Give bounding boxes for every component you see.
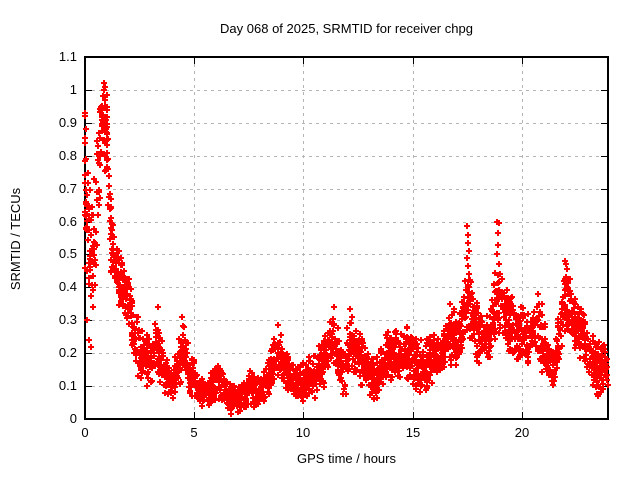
- y-tick-label: 0.2: [59, 345, 77, 360]
- x-tick-label: 20: [515, 425, 529, 440]
- y-tick-label: 0.9: [59, 115, 77, 130]
- x-tick-label: 15: [406, 425, 420, 440]
- y-tick-label: 0.3: [59, 312, 77, 327]
- x-axis-label: GPS time / hours: [297, 451, 396, 466]
- y-tick-label: 0.8: [59, 148, 77, 163]
- y-tick-label: 0.4: [59, 279, 77, 294]
- y-tick-label: 1: [70, 82, 77, 97]
- plot-title: Day 068 of 2025, SRMTID for receiver chp…: [220, 21, 473, 36]
- x-tick-label: 10: [296, 425, 310, 440]
- y-tick-label: 0.5: [59, 246, 77, 261]
- x-tick-label: 5: [190, 425, 197, 440]
- tick-labels: 0 5 10 15 20 0 0.1 0.2 0.3 0.4 0.5 0.6 0.7 0.8 0.9 1 1.1: [59, 49, 529, 440]
- plot-border: [84, 56, 609, 420]
- y-tick-label: 0.1: [59, 378, 77, 393]
- y-tick-label: 1.1: [59, 49, 77, 64]
- y-tick-label: 0.7: [59, 181, 77, 196]
- data-points: [82, 80, 611, 417]
- y-tick-label: 0.6: [59, 214, 77, 229]
- y-axis-label: SRMTID / TECUs: [8, 187, 23, 291]
- y-tick-label: 0: [70, 411, 77, 426]
- axis-ticks: [85, 57, 608, 420]
- x-tick-label: 0: [81, 425, 88, 440]
